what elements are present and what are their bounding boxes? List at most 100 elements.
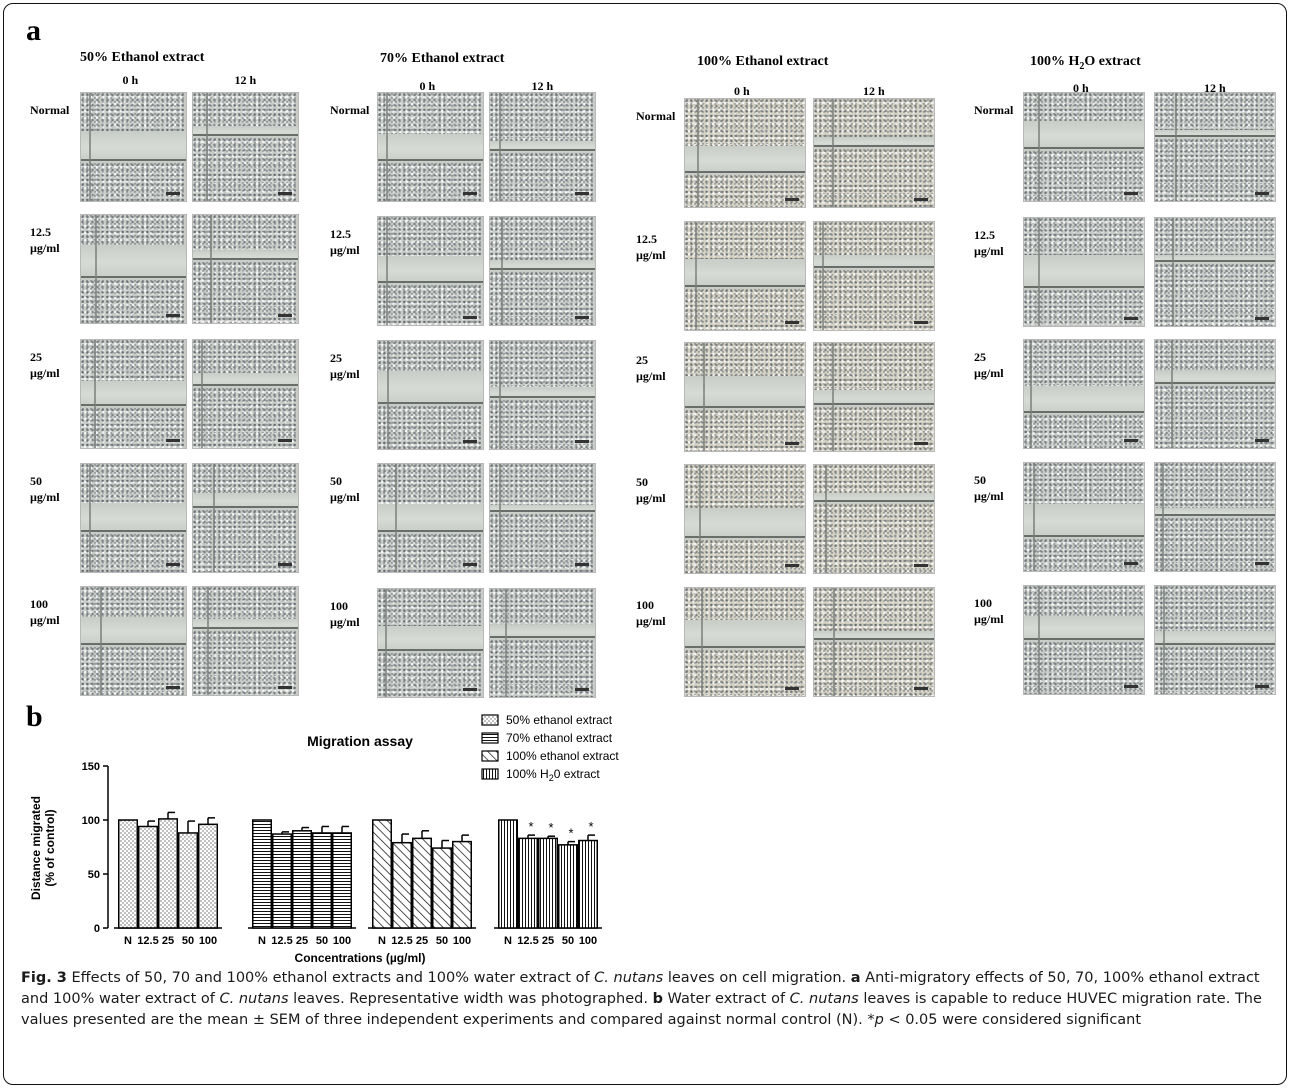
reference-line [378,649,483,651]
x-tick-label: 50 [562,935,574,947]
scale-bar [166,314,180,317]
bar [178,832,198,929]
scale-bar [463,563,477,566]
cell-monolayer [81,587,186,617]
caption-species: C. nutans [219,991,289,1007]
cell-monolayer [1155,463,1275,508]
micrograph [684,587,806,697]
panel-b-letter: b [26,700,43,733]
panel-a-letter: a [26,14,41,47]
bar [538,837,558,929]
x-axis-label: Concentrations (µg/ml) [295,951,426,965]
bar [138,825,158,929]
row-label-unit: µg/ml [974,244,1004,258]
micrograph [813,342,935,452]
row-label: 100 µg/ml [974,595,1024,627]
y-tick-label: 0 [94,923,100,935]
reference-line [81,643,186,645]
significance-marker: * [528,819,533,834]
micrograph [1154,462,1276,572]
cell-monolayer [814,588,934,631]
scale-bar [914,198,928,201]
reference-line [89,464,91,572]
wound-gap [1155,130,1275,139]
row-label-unit: µg/ml [974,366,1004,380]
wound-gap [490,387,595,400]
cell-monolayer [1155,386,1275,448]
scale-bar [278,192,292,195]
bar [332,832,352,929]
reference-line [814,638,934,640]
caption-panel-a-ref: a [850,970,861,986]
row-label-line: 12.5 [974,228,995,242]
cell-monolayer [1155,218,1275,255]
legend-swatch [481,750,499,762]
cell-monolayer [490,93,595,141]
row-label-unit: µg/ml [330,615,360,629]
row-label-line: 50 [636,475,648,489]
x-tick-label: N [504,935,512,947]
row-label-line: Normal [974,103,1014,117]
row-label-unit: µg/ml [330,243,360,257]
x-tick-label: 100 [333,935,351,947]
x-tick-label: 100 [579,935,597,947]
cell-monolayer [814,99,934,137]
cell-monolayer [193,631,298,695]
cell-monolayer [814,504,934,573]
micrograph [684,342,806,452]
reference-line [703,343,705,451]
reference-line [378,402,483,404]
legend-label-part: 100% H [506,767,549,781]
cell-monolayer [814,270,934,330]
cell-monolayer [378,285,483,325]
scale-bar [1255,439,1269,442]
scale-bar [278,314,292,317]
wound-gap [685,376,805,410]
reference-line [1038,93,1040,201]
caption-text: Anti-migratory effects of 50, 70, 100% e… [21,970,1260,1007]
wound-gap [1024,616,1144,642]
cell-monolayer [193,340,298,373]
legend-label: 100% ethanol extract [506,749,619,763]
legend-swatch [481,732,499,744]
time-label: 12 h [1204,81,1226,95]
significance-marker: * [588,819,593,834]
legend-label: 100% H20 extract [506,767,600,783]
row-label: 100 µg/ml [330,598,380,630]
scale-bar [166,439,180,442]
micrograph [377,340,484,450]
micrograph [377,463,484,573]
row-label: 50 µg/ml [330,473,380,505]
bar [292,830,312,929]
cell-monolayer [1024,415,1144,448]
row-label-line: 12.5 [330,227,351,241]
reference-line [386,217,388,325]
wound-gap [685,146,805,175]
micrograph [489,216,596,326]
cell-monolayer [193,587,298,619]
reference-line [1024,286,1144,288]
reference-line [206,93,208,201]
figure-frame [3,3,1287,1085]
row-label: Normal [636,108,686,124]
cell-monolayer [378,589,483,626]
wound-gap [81,245,186,280]
micrograph [1023,462,1145,572]
bar [432,847,452,929]
time-label: 0 h [122,73,139,87]
reference-line [385,589,387,697]
wound-gap [814,390,934,407]
reference-line [1038,218,1040,326]
micrograph [192,92,299,202]
cell-monolayer [378,93,483,134]
reference-line [1030,340,1032,448]
significance-marker: * [548,820,553,835]
scale-bar [1255,192,1269,195]
wound-gap [1155,255,1275,264]
scale-bar [575,563,589,566]
cell-monolayer [81,464,186,503]
reference-line [193,134,298,136]
cell-monolayer [81,408,186,448]
micrograph [1023,92,1145,202]
cell-monolayer [81,340,186,381]
